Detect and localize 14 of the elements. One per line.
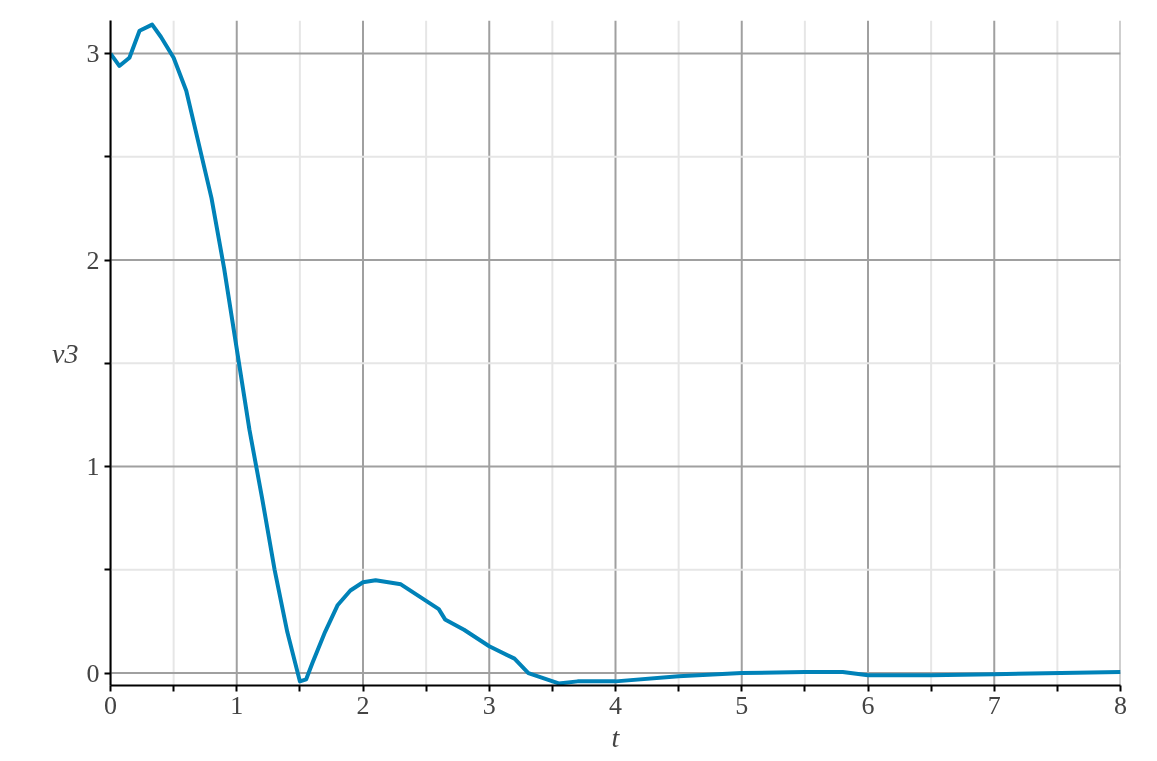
x-tick-label: 6 — [861, 690, 875, 720]
x-tick-label: 7 — [987, 690, 1001, 720]
x-tick-label: 5 — [735, 690, 749, 720]
y-tick-label: 1 — [86, 452, 100, 482]
x-tick-label: 2 — [356, 690, 370, 720]
x-tick-label: 3 — [482, 690, 496, 720]
x-tick-label: 8 — [1114, 690, 1127, 720]
y-tick-label: 3 — [86, 39, 100, 69]
y-axis-title: v3 — [52, 337, 79, 369]
y-tick-label: 0 — [86, 658, 100, 688]
y-tick-label: 2 — [86, 245, 100, 275]
x-tick-label: 4 — [609, 690, 622, 720]
x-axis-title: t — [611, 721, 621, 753]
x-tick-label: 1 — [230, 690, 244, 720]
